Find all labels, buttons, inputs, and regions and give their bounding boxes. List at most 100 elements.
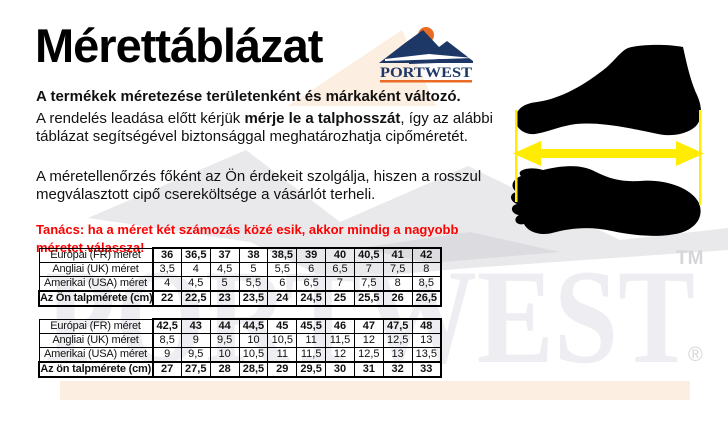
size-cell: 10,5 [267, 333, 298, 348]
size-cell: 7,5 [382, 262, 413, 277]
size-cell: 32 [382, 361, 413, 378]
row-label: Angliai (UK) méret [38, 333, 154, 348]
size-table-large-sizes: Európai (FR) méret 42,5 43 44 44,5 45 45,5 46 47… [38, 318, 442, 378]
size-cell: 30 [325, 361, 355, 378]
intro-line-2-part: A rendelés leadása előtt kérjük [36, 109, 245, 127]
size-cell: 47,5 [382, 318, 413, 334]
size-cell: 27,5 [180, 361, 211, 378]
watermark-registered-mark: ® [688, 344, 703, 366]
size-cell: 33 [411, 361, 442, 378]
size-cell: 6 [296, 262, 327, 277]
size-cell: 5 [209, 276, 240, 292]
size-cell: 8,5 [411, 276, 442, 292]
intro-line-2-bold: mérje le a talphosszát [244, 109, 401, 127]
size-cell: 6,5 [325, 262, 355, 277]
foot-side-silhouette-icon [515, 44, 701, 136]
size-cell: 40,5 [353, 247, 384, 263]
size-cell: 11 [267, 347, 298, 363]
size-cell: 45,5 [296, 318, 327, 334]
size-cell: 22,5 [180, 290, 211, 307]
size-cell: 48 [411, 318, 442, 334]
size-cell: 4 [152, 276, 182, 292]
size-cell: 25,5 [353, 290, 384, 307]
intro-line-3: A méretellenőrzés főként az Ön érdekeit … [36, 167, 482, 204]
size-cell: 12,5 [382, 333, 413, 348]
size-cell: 38,5 [267, 247, 298, 263]
size-cell: 9,5 [209, 333, 240, 348]
table-row: Angliai (UK) méret 3,5 4 4,5 5 5,5 6 6,5 7 7,5 8 [38, 262, 442, 277]
size-cell: 46 [325, 318, 355, 334]
row-label: Amerikai (USA) méret [38, 347, 154, 363]
size-cell: 42,5 [152, 318, 182, 334]
size-cell: 12 [325, 347, 355, 363]
size-cell: 26 [382, 290, 413, 307]
measure-arrow-icon [513, 141, 704, 166]
row-label: Az ön talpmérete (cm) [38, 361, 154, 378]
peach-band [60, 381, 690, 400]
size-cell: 42 [411, 247, 442, 263]
logo-underline [380, 80, 472, 83]
size-cell: 4,5 [209, 262, 240, 277]
size-cell: 44,5 [238, 318, 269, 334]
row-label: Angliai (UK) méret [38, 262, 154, 277]
size-cell: 11 [296, 333, 327, 348]
table-row: Amerikai (USA) méret 4 4,5 5 5,5 6 6,5 7 7,5 8 8,5 [38, 276, 442, 292]
size-cell: 39 [296, 247, 327, 263]
size-cell: 26,5 [411, 290, 442, 307]
size-cell: 44 [209, 318, 240, 334]
size-cell: 8 [382, 276, 413, 292]
size-cell: 28 [209, 361, 240, 378]
size-cell: 9 [152, 347, 182, 363]
size-table-small-sizes: Európai (FR) méret 36 36,5 37 38 38,5 39 40 40,5… [38, 247, 442, 307]
size-cell: 27 [152, 361, 182, 378]
size-cell: 40 [325, 247, 355, 263]
table-row: Európai (FR) méret 42,5 43 44 44,5 45 45,5 46 47… [38, 318, 442, 334]
size-cell: 38 [238, 247, 269, 263]
size-cell: 12 [353, 333, 384, 348]
size-cell: 45 [267, 318, 298, 334]
size-cell: 36,5 [180, 247, 211, 263]
intro-line-1: A termékek méretezése területenként és m… [36, 88, 461, 105]
page-title: Mérettáblázat [35, 19, 323, 72]
size-cell: 36 [152, 247, 182, 263]
size-cell: 22 [152, 290, 182, 307]
size-cell: 23 [209, 290, 240, 307]
table-row: Az ön talpmérete (cm) 27 27,5 28 28,5 29 29,5 3… [38, 361, 442, 378]
size-cell: 11,5 [296, 347, 327, 363]
size-cell: 6 [267, 276, 298, 292]
size-cell: 6,5 [296, 276, 327, 292]
row-label: Európai (FR) méret [38, 318, 154, 334]
size-cell: 29,5 [296, 361, 327, 378]
size-cell: 4 [180, 262, 211, 277]
measure-line-left [515, 110, 518, 202]
size-cell: 23,5 [238, 290, 269, 307]
measure-line-right [699, 110, 702, 205]
portwest-logo-wordmark: PORTWEST [380, 65, 472, 81]
size-cell: 13 [382, 347, 413, 363]
intro-line-2-part: , így az alábbi táblázat segítségével bi… [36, 109, 493, 146]
table-row: Amerikai (USA) méret 9 9,5 10 10,5 11 11,5 12 12… [38, 347, 442, 363]
size-cell: 7 [325, 276, 355, 292]
size-cell: 7,5 [353, 276, 384, 292]
size-cell: 11,5 [325, 333, 355, 348]
size-cell: 7 [353, 262, 384, 277]
size-cell: 8,5 [152, 333, 182, 348]
size-cell: 24,5 [296, 290, 327, 307]
size-cell: 9,5 [180, 347, 211, 363]
size-cell: 4,5 [180, 276, 211, 292]
size-cell: 25 [325, 290, 355, 307]
table-row: Az Ön talpmérete (cm) 22 22,5 23 23,5 24 24,5 2… [38, 290, 442, 307]
row-label: Az Ön talpmérete (cm) [38, 290, 154, 307]
size-cell: 13,5 [411, 347, 442, 363]
size-cell: 5,5 [238, 276, 269, 292]
size-cell: 5 [238, 262, 269, 277]
intro-section: A termékek méretezése területenként és m… [36, 88, 498, 258]
size-cell: 41 [382, 247, 413, 263]
size-cell: 3,5 [152, 262, 182, 277]
size-cell: 8 [411, 262, 442, 277]
size-cell: 10,5 [238, 347, 269, 363]
foot-sole-silhouette-icon [511, 166, 701, 236]
table-row: Angliai (UK) méret 8,5 9 9,5 10 10,5 11 11,5 12 1… [38, 333, 442, 348]
size-cell: 10 [209, 347, 240, 363]
